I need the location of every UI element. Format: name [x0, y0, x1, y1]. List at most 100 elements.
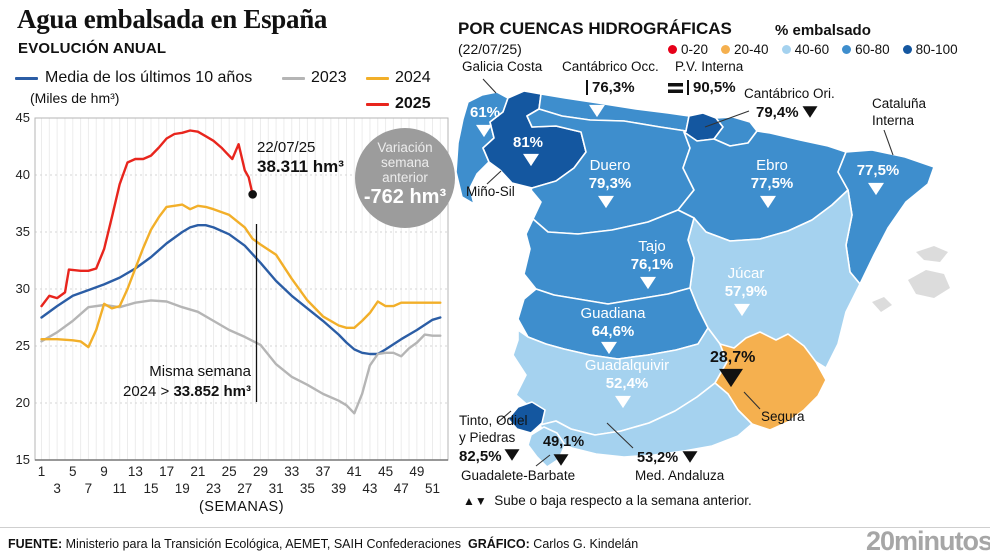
basin-pv-equal-icon	[668, 89, 683, 93]
basin-ebro-value: 77,5%	[750, 175, 794, 192]
footer-credit-text: Carlos G. Kindelán	[529, 537, 639, 551]
map-footnote-text: Sube o baja respecto a la semana anterio…	[494, 493, 752, 508]
basin-segura-pointer-line	[743, 391, 761, 410]
basin-guadalquivir-value: 52,4%	[605, 375, 649, 392]
legend-dot-icon	[781, 45, 791, 54]
x-axis-label: (SEMANAS)	[198, 499, 285, 515]
basin-jucar-down-triangle-icon	[734, 303, 750, 317]
basin-med_andaluza-name: Med. Andaluza	[635, 468, 725, 483]
x-tick: 31	[268, 481, 284, 496]
basin-guadalete-pointer-line	[535, 454, 551, 467]
basin-tajo-value: 76,1%	[630, 256, 674, 273]
legend-bucket-label: 0-20	[681, 42, 709, 57]
change-bubble-value: -762 hm³	[363, 186, 447, 208]
basin-cant_ori-value: 79,4%	[756, 104, 799, 121]
basin-tinto-value: 82,5%	[459, 448, 502, 465]
basin-tajo-down-triangle-icon	[640, 276, 656, 290]
footer-source: FUENTE: Ministerio para la Transición Ec…	[8, 537, 461, 551]
footer-divider	[0, 527, 990, 528]
basin-guadalquivir-name: Guadalquivir	[584, 357, 670, 374]
basin-duero-down-triangle-icon	[598, 195, 614, 209]
map-legend-item: 40-60	[781, 42, 829, 57]
basin-mino-value: 81%	[512, 134, 544, 151]
basin-cant_occ-divider	[586, 80, 588, 95]
basin-pv-value: 90,5%	[693, 79, 736, 96]
legend-dot-icon	[902, 45, 912, 54]
basin-ebro-name: Ebro	[756, 157, 788, 174]
legend-label: 2025	[395, 95, 431, 112]
series-2024	[40, 203, 442, 349]
basin-guadalete-name: Guadalete-Barbate	[461, 468, 576, 483]
basin-mino-pointer-line	[486, 170, 502, 185]
y-tick: 20	[15, 395, 30, 410]
x-tick: 1	[37, 464, 46, 479]
map-legend-item: 80-100	[902, 42, 958, 57]
same-week-line2: 2024 > 33.852 hm³	[59, 383, 251, 400]
map-legend-title: % embalsado	[775, 22, 871, 39]
current-point-dot	[248, 190, 257, 199]
map-date: (22/07/25)	[458, 41, 522, 57]
legend-line-Media-de-los-últimos-10-años	[15, 77, 38, 80]
footer-credit-label: GRÁFICO:	[468, 537, 530, 551]
basin-pv-name: P.V. Interna	[675, 59, 744, 74]
x-tick: 11	[112, 481, 127, 496]
basin-guadalquivir-down-triangle-icon	[615, 395, 631, 409]
map-legend-item: 0-20	[668, 42, 708, 57]
basin-cant_ori-down-triangle-icon	[802, 106, 818, 118]
y-tick: 35	[15, 224, 30, 239]
basin-mino-name: Miño-Sil	[466, 184, 515, 199]
basin-galicia-value: 61%	[469, 104, 501, 121]
basin-duero-value: 79,3%	[588, 175, 632, 192]
point-date-label: 22/07/25	[257, 139, 316, 156]
y-unit-label: (Miles de hm³)	[30, 90, 120, 106]
footer-credit: GRÁFICO: Carlos G. Kindelán	[468, 537, 638, 551]
legend-bucket-label: 80-100	[915, 42, 958, 57]
basin-ebro-down-triangle-icon	[760, 195, 776, 209]
basin-med_andaluza-pointer-line	[606, 422, 634, 449]
x-tick: 21	[190, 464, 206, 479]
basin-tinto-pointer-line	[496, 410, 512, 424]
y-tick: 15	[15, 452, 30, 467]
same-week-prefix: 2024 >	[122, 383, 174, 400]
island-shape	[872, 297, 892, 312]
basin-segura-name: Segura	[761, 409, 805, 424]
basin-cataluna-down-triangle-icon	[868, 182, 884, 196]
footer-source-label: FUENTE:	[8, 537, 63, 551]
x-tick: 35	[299, 481, 315, 496]
x-tick: 37	[315, 464, 331, 479]
series-2025	[40, 129, 254, 308]
basin-jucar-value: 57,9%	[724, 283, 768, 300]
x-tick: 45	[378, 464, 394, 479]
y-tick: 40	[15, 167, 30, 182]
legend-line-2025	[366, 103, 389, 106]
basin-tinto-name: Tinto, Odiel y Piedras	[459, 413, 528, 445]
x-tick: 3	[53, 481, 61, 496]
basin-galicia-pointer-line	[482, 78, 497, 94]
legend-dot-icon	[721, 45, 731, 54]
x-tick: 51	[424, 481, 441, 496]
basin-pv-divider	[687, 80, 689, 95]
basin-duero-name: Duero	[589, 157, 631, 174]
x-tick: 23	[206, 481, 222, 496]
basin-cant_occ-down-triangle-icon	[589, 104, 605, 118]
basin-mino-down-triangle-icon	[523, 153, 539, 167]
basin-cant_ori-pointer-line	[704, 110, 750, 128]
basin-cant_occ-name: Cantábrico Occ.	[562, 59, 659, 74]
x-tick: 25	[221, 464, 237, 479]
x-tick: 39	[331, 481, 347, 496]
map-legend: 0-20 20-40 40-60 60-80 80-100	[668, 42, 958, 57]
y-tick: 25	[15, 338, 30, 353]
x-tick: 47	[393, 481, 409, 496]
legend-label: 2024	[395, 69, 431, 86]
legend-bucket-label: 20-40	[734, 42, 769, 57]
change-bubble-line: Variación	[377, 140, 433, 155]
basin-guadiana-value: 64,6%	[591, 323, 635, 340]
island-shape	[916, 246, 948, 262]
legend-dot-icon	[842, 45, 852, 54]
x-tick: 15	[143, 481, 159, 496]
point-value-label: 38.311 hm³	[257, 157, 344, 176]
basin-med_andaluza-region	[539, 382, 753, 458]
legend-bucket-label: 60-80	[855, 42, 890, 57]
basin-guadiana-down-triangle-icon	[601, 341, 617, 355]
